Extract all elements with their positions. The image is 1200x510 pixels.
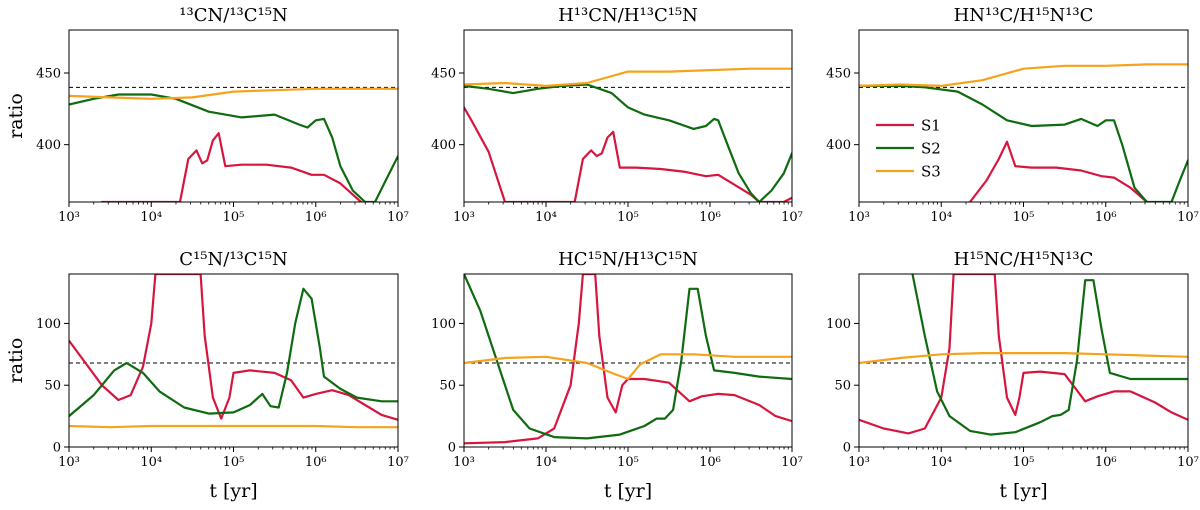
x-tick-label: 10⁶ <box>1095 455 1117 470</box>
x-tick-label: 10⁷ <box>387 455 409 470</box>
x-tick-label: 10⁶ <box>1095 210 1117 225</box>
series-s3-line <box>69 424 398 429</box>
plot-frame <box>858 29 1189 203</box>
panel-title: HN¹³C/H¹⁵N¹³C <box>954 5 1094 26</box>
panel-title: C¹⁵N/¹³C¹⁵N <box>179 249 287 270</box>
y-tick-label: 100 <box>431 317 456 332</box>
series-s3-line <box>69 87 398 100</box>
x-tick-label: 10³ <box>58 210 80 225</box>
panel-title: H¹³CN/H¹³C¹⁵N <box>558 5 698 26</box>
x-tick-label: 10⁵ <box>1013 455 1035 470</box>
x-tick-label: 10³ <box>848 210 870 225</box>
y-tick-label: 50 <box>439 379 456 394</box>
x-tick-label: 10³ <box>453 455 475 470</box>
panel-1: ¹³CN/¹³C¹⁵N 400 450 10³ 10⁴ 10⁵ 10⁶ 10⁷ ratio <box>5 5 409 225</box>
x-tick-label: 10⁷ <box>1177 210 1199 225</box>
series-s2-line <box>911 274 1188 436</box>
y-tick-label: 100 <box>826 317 851 332</box>
panel-5: HC¹⁵N/H¹³C¹⁵N 0 50 100 10³ 10⁴ 10⁵ 10⁶ 10⁷ t [yr] <box>431 249 803 502</box>
x-tick-label: 10⁶ <box>699 455 721 470</box>
y-tick-label: 50 <box>44 379 61 394</box>
x-tick-label: 10⁵ <box>617 210 639 225</box>
series-s3-line <box>464 67 792 87</box>
y-tick-label: 0 <box>448 441 456 456</box>
y-tick-label: 0 <box>843 441 851 456</box>
x-axis-label: t [yr] <box>209 480 257 502</box>
y-tick-label: 400 <box>826 138 851 153</box>
x-axis-label: t [yr] <box>604 480 652 502</box>
panel-title: ¹³CN/¹³C¹⁵N <box>179 5 287 26</box>
panel-title: HC¹⁵N/H¹³C¹⁵N <box>558 249 698 270</box>
x-tick-label: 10³ <box>848 455 870 470</box>
x-tick-label: 10⁴ <box>535 210 557 225</box>
y-tick-label: 0 <box>53 441 61 456</box>
series-s2-line <box>464 274 792 440</box>
x-tick-label: 10⁴ <box>140 210 162 225</box>
x-tick-label: 10⁶ <box>305 455 327 470</box>
plot-frame <box>68 273 399 448</box>
panel-4: C¹⁵N/¹³C¹⁵N 0 50 100 10³ 10⁴ 10⁵ 10⁶ 10⁷ ratio t [… <box>5 249 409 502</box>
series-s2-line <box>69 287 398 418</box>
x-tick-label: 10⁶ <box>305 210 327 225</box>
x-tick-label: 10³ <box>453 210 475 225</box>
series-s3-line <box>859 352 1188 365</box>
x-axis-label: t [yr] <box>999 480 1047 502</box>
plot-frame <box>858 273 1189 448</box>
series-s1-line <box>968 140 1148 202</box>
series-s2-line <box>859 84 1188 202</box>
x-tick-label: 10⁴ <box>930 210 952 225</box>
plot-frame <box>463 29 793 203</box>
series-s1-line <box>464 106 792 202</box>
x-tick-label: 10³ <box>58 455 80 470</box>
legend-label-s1: S1 <box>921 117 941 135</box>
x-tick-label: 10⁵ <box>223 210 245 225</box>
x-tick-label: 10⁴ <box>930 455 952 470</box>
y-tick-label: 450 <box>431 67 456 82</box>
series-s2-line <box>69 93 398 202</box>
x-tick-label: 10⁵ <box>617 455 639 470</box>
series-s1-line <box>464 274 792 445</box>
panel-6: H¹⁵NC/H¹⁵N¹³C 0 50 100 10³ 10⁴ 10⁵ 10⁶ 10⁷ t [yr] <box>826 249 1199 502</box>
x-tick-label: 10⁷ <box>781 455 803 470</box>
y-tick-label: 400 <box>431 138 456 153</box>
series-s1-line <box>69 274 398 421</box>
y-tick-label: 100 <box>36 317 61 332</box>
y-axis-label: ratio <box>5 338 27 384</box>
series-s2-line <box>464 83 792 202</box>
x-tick-label: 10⁴ <box>140 455 162 470</box>
legend: S1 S2 S3 <box>876 117 941 181</box>
legend-label-s3: S3 <box>921 163 941 181</box>
y-tick-label: 50 <box>834 379 851 394</box>
plot-frame <box>463 273 793 448</box>
x-tick-label: 10⁵ <box>1013 210 1035 225</box>
legend-label-s2: S2 <box>921 140 941 158</box>
y-tick-label: 400 <box>36 138 61 153</box>
x-tick-label: 10⁴ <box>535 455 557 470</box>
plot-frame <box>68 29 399 203</box>
panel-title: H¹⁵NC/H¹⁵N¹³C <box>954 249 1094 270</box>
y-axis-label: ratio <box>5 93 27 139</box>
series-s3-line <box>464 353 792 381</box>
series-s1-line <box>100 132 363 202</box>
y-tick-label: 450 <box>36 67 61 82</box>
panel-2: H¹³CN/H¹³C¹⁵N 400 450 10³ 10⁴ 10⁵ 10⁶ 10⁷ <box>431 5 803 225</box>
series-s1-line <box>859 274 1188 435</box>
x-tick-label: 10⁷ <box>1177 455 1199 470</box>
x-tick-label: 10⁵ <box>223 455 245 470</box>
x-tick-label: 10⁷ <box>781 210 803 225</box>
series-s3-line <box>859 63 1188 87</box>
x-tick-label: 10⁶ <box>699 210 721 225</box>
y-tick-label: 450 <box>826 67 851 82</box>
panel-3: HN¹³C/H¹⁵N¹³C 400 450 10³ 10⁴ 10⁵ 10⁶ 10⁷ S1 S2 S3 <box>826 5 1199 225</box>
x-tick-label: 10⁷ <box>387 210 409 225</box>
